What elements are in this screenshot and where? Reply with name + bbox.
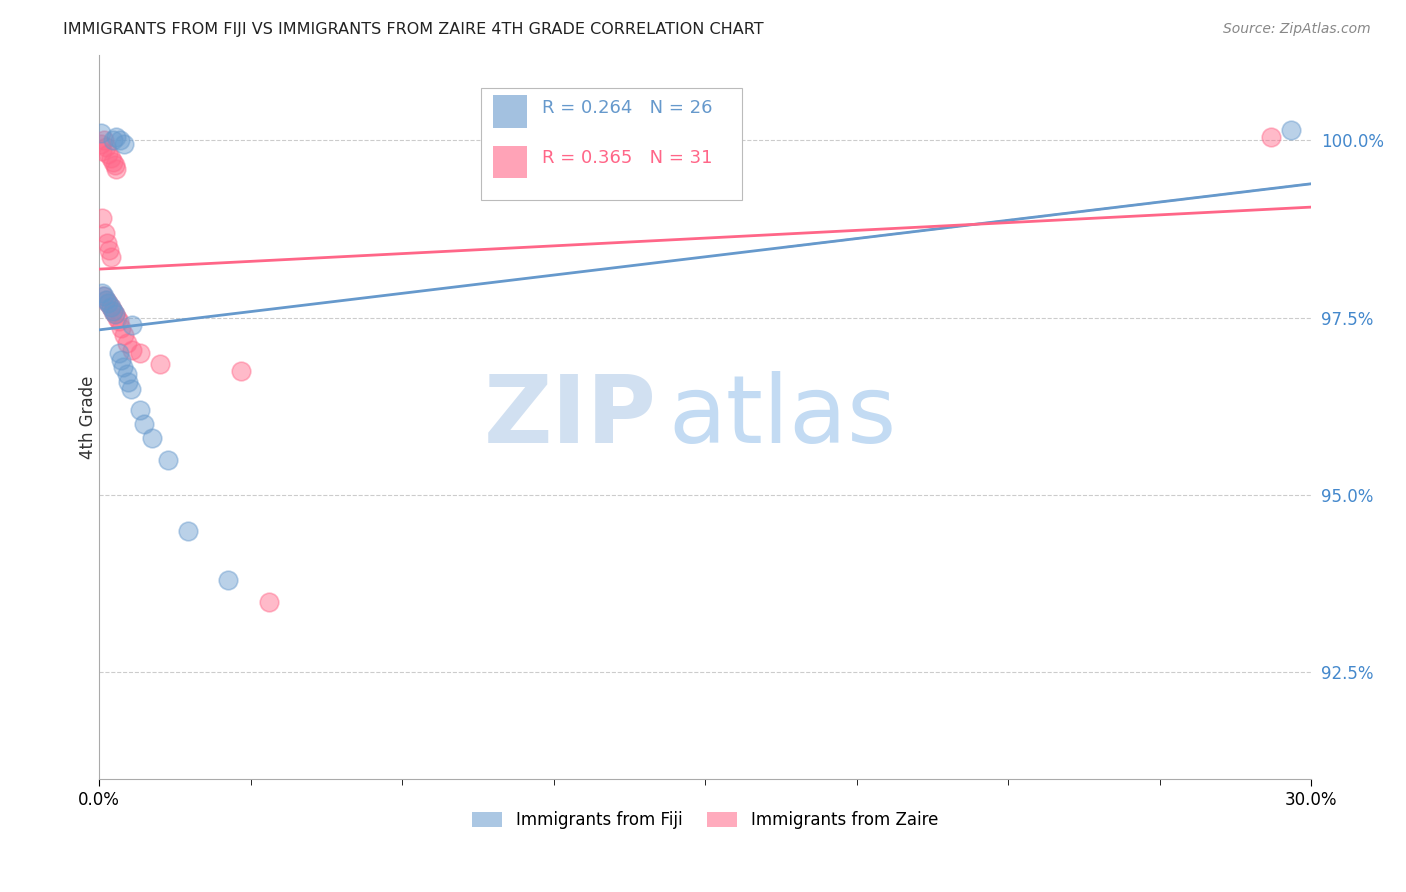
Point	[90, 126, 112, 140]
Point	[115, 368, 138, 382]
Point	[121, 318, 143, 332]
Point	[103, 158, 125, 172]
Point	[91, 144, 114, 158]
Point	[93, 289, 115, 303]
Point	[121, 343, 143, 357]
Point	[257, 594, 280, 608]
Point	[110, 353, 132, 368]
Point	[91, 289, 114, 303]
Point	[103, 303, 125, 318]
Point	[90, 136, 112, 151]
Point	[110, 321, 132, 335]
Point	[97, 147, 120, 161]
Point	[100, 300, 122, 314]
Point	[100, 151, 122, 165]
Text: ZIP: ZIP	[484, 371, 657, 463]
Point	[105, 310, 128, 325]
Point	[112, 328, 135, 343]
Point	[100, 300, 122, 314]
Point	[110, 133, 132, 147]
Point	[101, 303, 124, 318]
Point	[117, 375, 139, 389]
Point	[120, 382, 142, 396]
Point	[94, 293, 117, 307]
Point	[105, 161, 128, 176]
Text: R = 0.365   N = 31: R = 0.365 N = 31	[541, 149, 711, 167]
Point	[112, 360, 135, 375]
Point	[96, 140, 118, 154]
Point	[97, 296, 120, 310]
Point	[104, 307, 127, 321]
Point	[93, 133, 115, 147]
Point	[156, 452, 179, 467]
Bar	[494, 95, 527, 128]
Point	[132, 417, 155, 431]
Point	[105, 129, 128, 144]
Point	[96, 236, 118, 251]
Point	[91, 211, 114, 226]
Point	[128, 346, 150, 360]
Point	[107, 346, 129, 360]
Point	[117, 335, 139, 350]
Bar	[481, 87, 741, 200]
Point	[1260, 129, 1282, 144]
Bar	[494, 145, 527, 178]
Text: Source: ZipAtlas.com: Source: ZipAtlas.com	[1223, 22, 1371, 37]
Point	[100, 251, 122, 265]
Point	[97, 296, 120, 310]
Point	[96, 293, 118, 307]
Point	[218, 573, 240, 587]
Point	[91, 285, 114, 300]
Point	[103, 133, 125, 147]
Point	[149, 357, 172, 371]
Point	[141, 431, 163, 445]
Point	[94, 226, 117, 240]
Y-axis label: 4th Grade: 4th Grade	[79, 376, 97, 458]
Point	[112, 136, 135, 151]
Point	[128, 403, 150, 417]
Legend: Immigrants from Fiji, Immigrants from Zaire: Immigrants from Fiji, Immigrants from Za…	[465, 805, 945, 836]
Point	[98, 244, 121, 258]
Point	[108, 314, 131, 328]
Point	[229, 364, 252, 378]
Text: R = 0.264   N = 26: R = 0.264 N = 26	[541, 99, 711, 117]
Text: IMMIGRANTS FROM FIJI VS IMMIGRANTS FROM ZAIRE 4TH GRADE CORRELATION CHART: IMMIGRANTS FROM FIJI VS IMMIGRANTS FROM …	[63, 22, 763, 37]
Point	[103, 307, 125, 321]
Point	[101, 154, 124, 169]
Point	[177, 524, 200, 538]
Text: atlas: atlas	[669, 371, 897, 463]
Point	[1279, 122, 1302, 136]
